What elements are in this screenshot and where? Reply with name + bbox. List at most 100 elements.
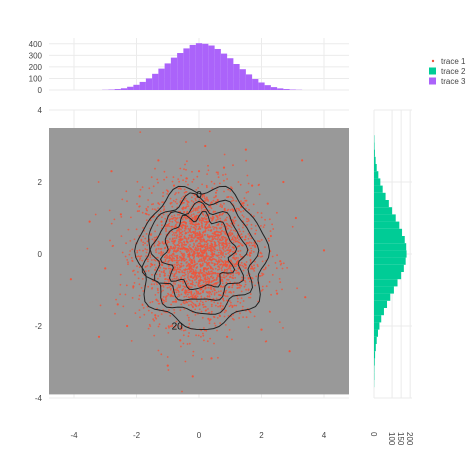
scatter-point [194, 263, 196, 266]
scatter-point [182, 243, 185, 246]
scatter-point [190, 275, 193, 277]
scatter-point [180, 345, 182, 348]
scatter-point [242, 265, 245, 268]
scatter-point [175, 231, 178, 234]
scatter-point [205, 300, 207, 303]
scatter-point [168, 272, 171, 274]
scatter-point [221, 282, 224, 285]
scatter-point [180, 265, 183, 268]
legend-label: trace 2 [441, 67, 466, 76]
scatter-point [173, 309, 176, 311]
scatter-point [248, 296, 250, 299]
scatter-point [175, 291, 178, 294]
scatter-point [208, 209, 211, 212]
scatter-point [206, 264, 209, 267]
scatter-point [206, 259, 209, 262]
scatter-point [228, 242, 231, 245]
scatter-point [186, 160, 188, 163]
contour-label: 20 [172, 322, 184, 333]
scatter-point [136, 203, 138, 205]
scatter-point [242, 269, 245, 272]
scatter-point [180, 303, 183, 306]
scatter-point [151, 263, 154, 266]
scatter-point [168, 220, 171, 223]
scatter-point [190, 225, 193, 228]
scatter-point [204, 199, 207, 202]
scatter-point [172, 275, 175, 277]
scatter-point [268, 239, 270, 242]
scatter-point [228, 264, 231, 267]
scatter-point [164, 227, 167, 230]
y-hist-bar [374, 336, 377, 344]
y-hist-bar [374, 214, 396, 222]
scatter-point [177, 286, 180, 288]
scatter-point [204, 305, 207, 308]
y-hist-bar [374, 351, 376, 359]
scatter-point [217, 171, 219, 174]
scatter-point [196, 214, 198, 217]
y-hist-bar [374, 192, 386, 200]
scatter-point [199, 258, 201, 261]
scatter-point [224, 262, 227, 265]
scatter-point [223, 190, 225, 193]
legend-item[interactable]: trace 2 [429, 67, 466, 76]
scatter-point [194, 236, 196, 239]
scatter-point [205, 217, 208, 220]
scatter-point [222, 274, 225, 276]
scatter-point [193, 244, 196, 247]
scatter-point [156, 244, 159, 247]
scatter-point [191, 254, 194, 256]
scatter-point [201, 245, 204, 248]
legend-item[interactable]: trace 1 [431, 57, 466, 66]
scatter-point [142, 227, 145, 229]
x-tick-label: 0 [197, 431, 202, 440]
scatter-point [223, 264, 226, 266]
scatter-point [171, 301, 174, 303]
scatter-point [213, 237, 216, 240]
scatter-point [187, 201, 190, 204]
scatter-point [246, 220, 249, 223]
scatter-point [191, 319, 194, 322]
scatter-point [131, 297, 134, 299]
scatter-point [205, 271, 208, 274]
scatter-point [237, 257, 239, 259]
scatter-point [182, 179, 185, 182]
scatter-point [149, 254, 152, 257]
scatter-point [183, 247, 185, 250]
x-hist-tick-label: 200 [29, 63, 43, 72]
scatter-point [247, 277, 250, 280]
scatter-point [194, 246, 197, 249]
scatter-point [209, 265, 212, 268]
scatter-point [207, 308, 209, 310]
legend-item[interactable]: trace 3 [429, 77, 466, 86]
scatter-point [153, 334, 156, 337]
scatter-point [216, 262, 219, 265]
scatter-point [185, 180, 187, 183]
scatter-point [275, 289, 278, 292]
scatter-point [209, 287, 212, 289]
scatter-point [139, 188, 142, 191]
scatter-point [181, 257, 184, 260]
scatter-point [173, 234, 176, 237]
scatter-point [230, 186, 232, 189]
x-hist-bar [139, 81, 146, 90]
scatter-point [190, 240, 192, 243]
scatter-point [223, 294, 226, 297]
scatter-point [181, 274, 184, 277]
scatter-point [177, 178, 180, 181]
scatter-point [172, 246, 175, 249]
scatter-point [174, 219, 177, 222]
scatter-point [200, 295, 203, 298]
scatter-point [165, 300, 167, 303]
scatter-point [207, 286, 210, 289]
scatter-point [221, 205, 224, 207]
scatter-point [196, 262, 199, 265]
scatter-point [247, 289, 250, 291]
scatter-point [165, 176, 168, 179]
scatter-point [175, 237, 178, 239]
scatter-point [231, 317, 234, 320]
scatter-point [232, 241, 235, 244]
scatter-point [230, 269, 232, 272]
scatter-point [207, 280, 210, 283]
